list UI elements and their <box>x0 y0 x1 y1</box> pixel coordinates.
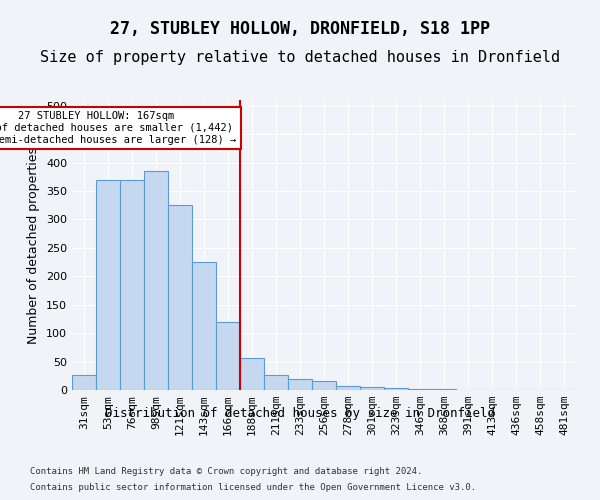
Bar <box>360 387 384 390</box>
Bar <box>96 180 120 390</box>
Y-axis label: Number of detached properties: Number of detached properties <box>28 146 40 344</box>
Bar <box>288 378 312 390</box>
Bar <box>408 389 432 390</box>
Bar <box>312 382 336 390</box>
Bar <box>264 374 288 390</box>
Text: Size of property relative to detached houses in Dronfield: Size of property relative to detached ho… <box>40 50 560 65</box>
Bar <box>192 262 216 390</box>
Bar <box>240 358 264 390</box>
Text: 27, STUBLEY HOLLOW, DRONFIELD, S18 1PP: 27, STUBLEY HOLLOW, DRONFIELD, S18 1PP <box>110 20 490 38</box>
Bar <box>384 388 408 390</box>
Bar <box>72 374 96 390</box>
Bar <box>216 322 240 390</box>
Bar <box>336 386 360 390</box>
Text: Contains public sector information licensed under the Open Government Licence v3: Contains public sector information licen… <box>30 482 476 492</box>
Text: 27 STUBLEY HOLLOW: 167sqm
← 92% of detached houses are smaller (1,442)
8% of sem: 27 STUBLEY HOLLOW: 167sqm ← 92% of detac… <box>0 112 236 144</box>
Text: Distribution of detached houses by size in Dronfield: Distribution of detached houses by size … <box>105 408 495 420</box>
Bar <box>120 180 144 390</box>
Text: Contains HM Land Registry data © Crown copyright and database right 2024.: Contains HM Land Registry data © Crown c… <box>30 468 422 476</box>
Bar <box>168 205 192 390</box>
Bar <box>144 171 168 390</box>
